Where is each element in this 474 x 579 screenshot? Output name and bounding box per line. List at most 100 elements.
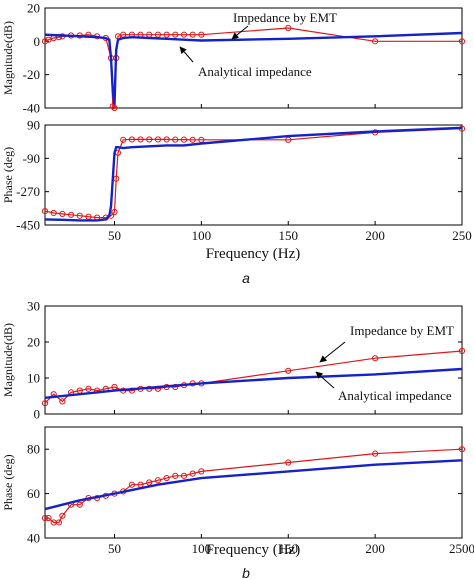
y-tick-label: 20 [27, 1, 40, 16]
emt-data-point [59, 512, 66, 519]
annotation-emt-b-arrow [319, 341, 346, 363]
annotation-emt-a-arrow [231, 25, 249, 40]
y-axis-label: Magnitude(dB) [1, 21, 15, 95]
emt-data-point [285, 367, 292, 374]
emt-data-point [458, 347, 466, 355]
emt-data-point [154, 477, 162, 484]
emt-data-point [111, 208, 118, 216]
emt-data-point [45, 514, 52, 522]
emt-data-point [372, 450, 379, 457]
x-tick-label: 100 [192, 541, 212, 556]
x-tick-label: 200 [365, 228, 385, 243]
y-tick-label: 0 [34, 34, 41, 49]
emt-data-point [146, 136, 153, 143]
emt-data-point [163, 31, 170, 38]
emt-data-point [128, 481, 135, 488]
emt-data-point [180, 136, 188, 143]
x-tick-label: 200 [365, 541, 385, 556]
x-tick-label: 2500 [449, 541, 474, 556]
emt-data-point [180, 472, 188, 479]
annotation-analytical-a: Analytical impedance [198, 64, 312, 79]
emt-data-point [146, 479, 153, 486]
x-tick-label: 250 [452, 228, 472, 243]
emt-data-point [172, 31, 179, 38]
y-tick-label: 80 [27, 442, 40, 457]
emt-data-point [189, 470, 196, 477]
emt-data-point [198, 468, 205, 475]
y-tick-label: 40 [27, 531, 40, 546]
plot-frame [44, 305, 463, 415]
emt-data-point [109, 103, 116, 110]
emt-data-point [372, 355, 379, 362]
emt-series-line [44, 128, 463, 219]
emt-data-point [76, 212, 83, 219]
panel-a-magnitude: 20 0 -20 -40 Magnitude(dB) [1, 1, 466, 116]
y-axis-label: Phase (deg) [1, 147, 15, 203]
annotation-analytical-b-arrow [315, 371, 335, 389]
emt-data-point [137, 136, 144, 143]
analytical-series-line [44, 126, 463, 222]
y-tick-label: 20 [27, 335, 40, 350]
emt-data-point [41, 208, 49, 215]
emt-data-point [85, 385, 92, 392]
emt-data-point [76, 501, 83, 508]
annotation-emt-a: Impedance by EMT [233, 10, 337, 25]
emt-data-point [59, 210, 66, 217]
emt-data-point [50, 209, 57, 217]
x-tick-label: 50 [108, 228, 121, 243]
y-axis-label: Phase (deg) [1, 454, 15, 510]
emt-data-point [172, 472, 179, 479]
x-tick-label: 100 [192, 228, 212, 243]
emt-series-line [45, 448, 463, 524]
emt-data-point [163, 474, 170, 482]
emt-data-point [55, 519, 63, 526]
emt-data-point [458, 38, 466, 45]
panel-a-phase: 90 -90 -270 -450 50 100 150 200 250 Phase (deg) [1, 118, 472, 244]
emt-data-point [67, 211, 75, 218]
emt-data-point [41, 38, 49, 45]
caption-b: b [242, 565, 250, 579]
y-tick-label: -450 [16, 218, 40, 233]
analytical-series-line [44, 367, 463, 399]
panel-b-phase: 80 60 40 50 100 150 200 2500 Phase (deg) [1, 426, 474, 556]
y-tick-label: 90 [27, 118, 40, 133]
emt-data-point [154, 136, 162, 143]
y-tick-label: 30 [27, 299, 40, 314]
xlabel-a: Frequency (Hz) [206, 246, 301, 262]
emt-data-point [163, 136, 170, 143]
analytical-series-line [44, 31, 463, 105]
emt-data-point [41, 400, 49, 407]
emt-data-point [111, 104, 118, 112]
emt-data-point [198, 31, 205, 38]
y-tick-label: -270 [16, 184, 40, 199]
annotation-emt-b: Impedance by EMT [350, 323, 454, 338]
y-tick-label: 60 [27, 486, 40, 501]
y-tick-label: 10 [27, 371, 40, 386]
y-tick-label: -90 [23, 151, 40, 166]
caption-a: a [242, 270, 250, 286]
annotation-analytical-a-arrow [179, 46, 194, 63]
emt-data-point [59, 398, 66, 405]
emt-data-point [458, 446, 466, 453]
annotation-analytical-b: Analytical impedance [338, 388, 452, 403]
plot-frame [44, 124, 463, 226]
y-tick-label: 0 [34, 407, 41, 422]
panel-b-magnitude: 30 20 10 0 Magnitude(dB) [1, 299, 466, 422]
emt-data-point [120, 136, 127, 143]
xlabel-b: Frequency (Hz) [206, 542, 301, 558]
emt-data-point [189, 31, 196, 38]
emt-data-point [172, 136, 179, 143]
emt-data-point [372, 38, 379, 45]
emt-data-point [285, 459, 292, 466]
plot-frame [44, 7, 463, 109]
plot-frame [44, 426, 463, 539]
x-tick-label: 50 [108, 541, 121, 556]
analytical-series-line [44, 459, 463, 511]
x-tick-label: 150 [279, 541, 299, 556]
y-tick-label: -40 [23, 101, 40, 116]
x-tick-label: 150 [279, 228, 299, 243]
y-tick-label: -20 [23, 67, 40, 82]
emt-data-point [128, 136, 135, 143]
emt-data-point [189, 136, 196, 143]
